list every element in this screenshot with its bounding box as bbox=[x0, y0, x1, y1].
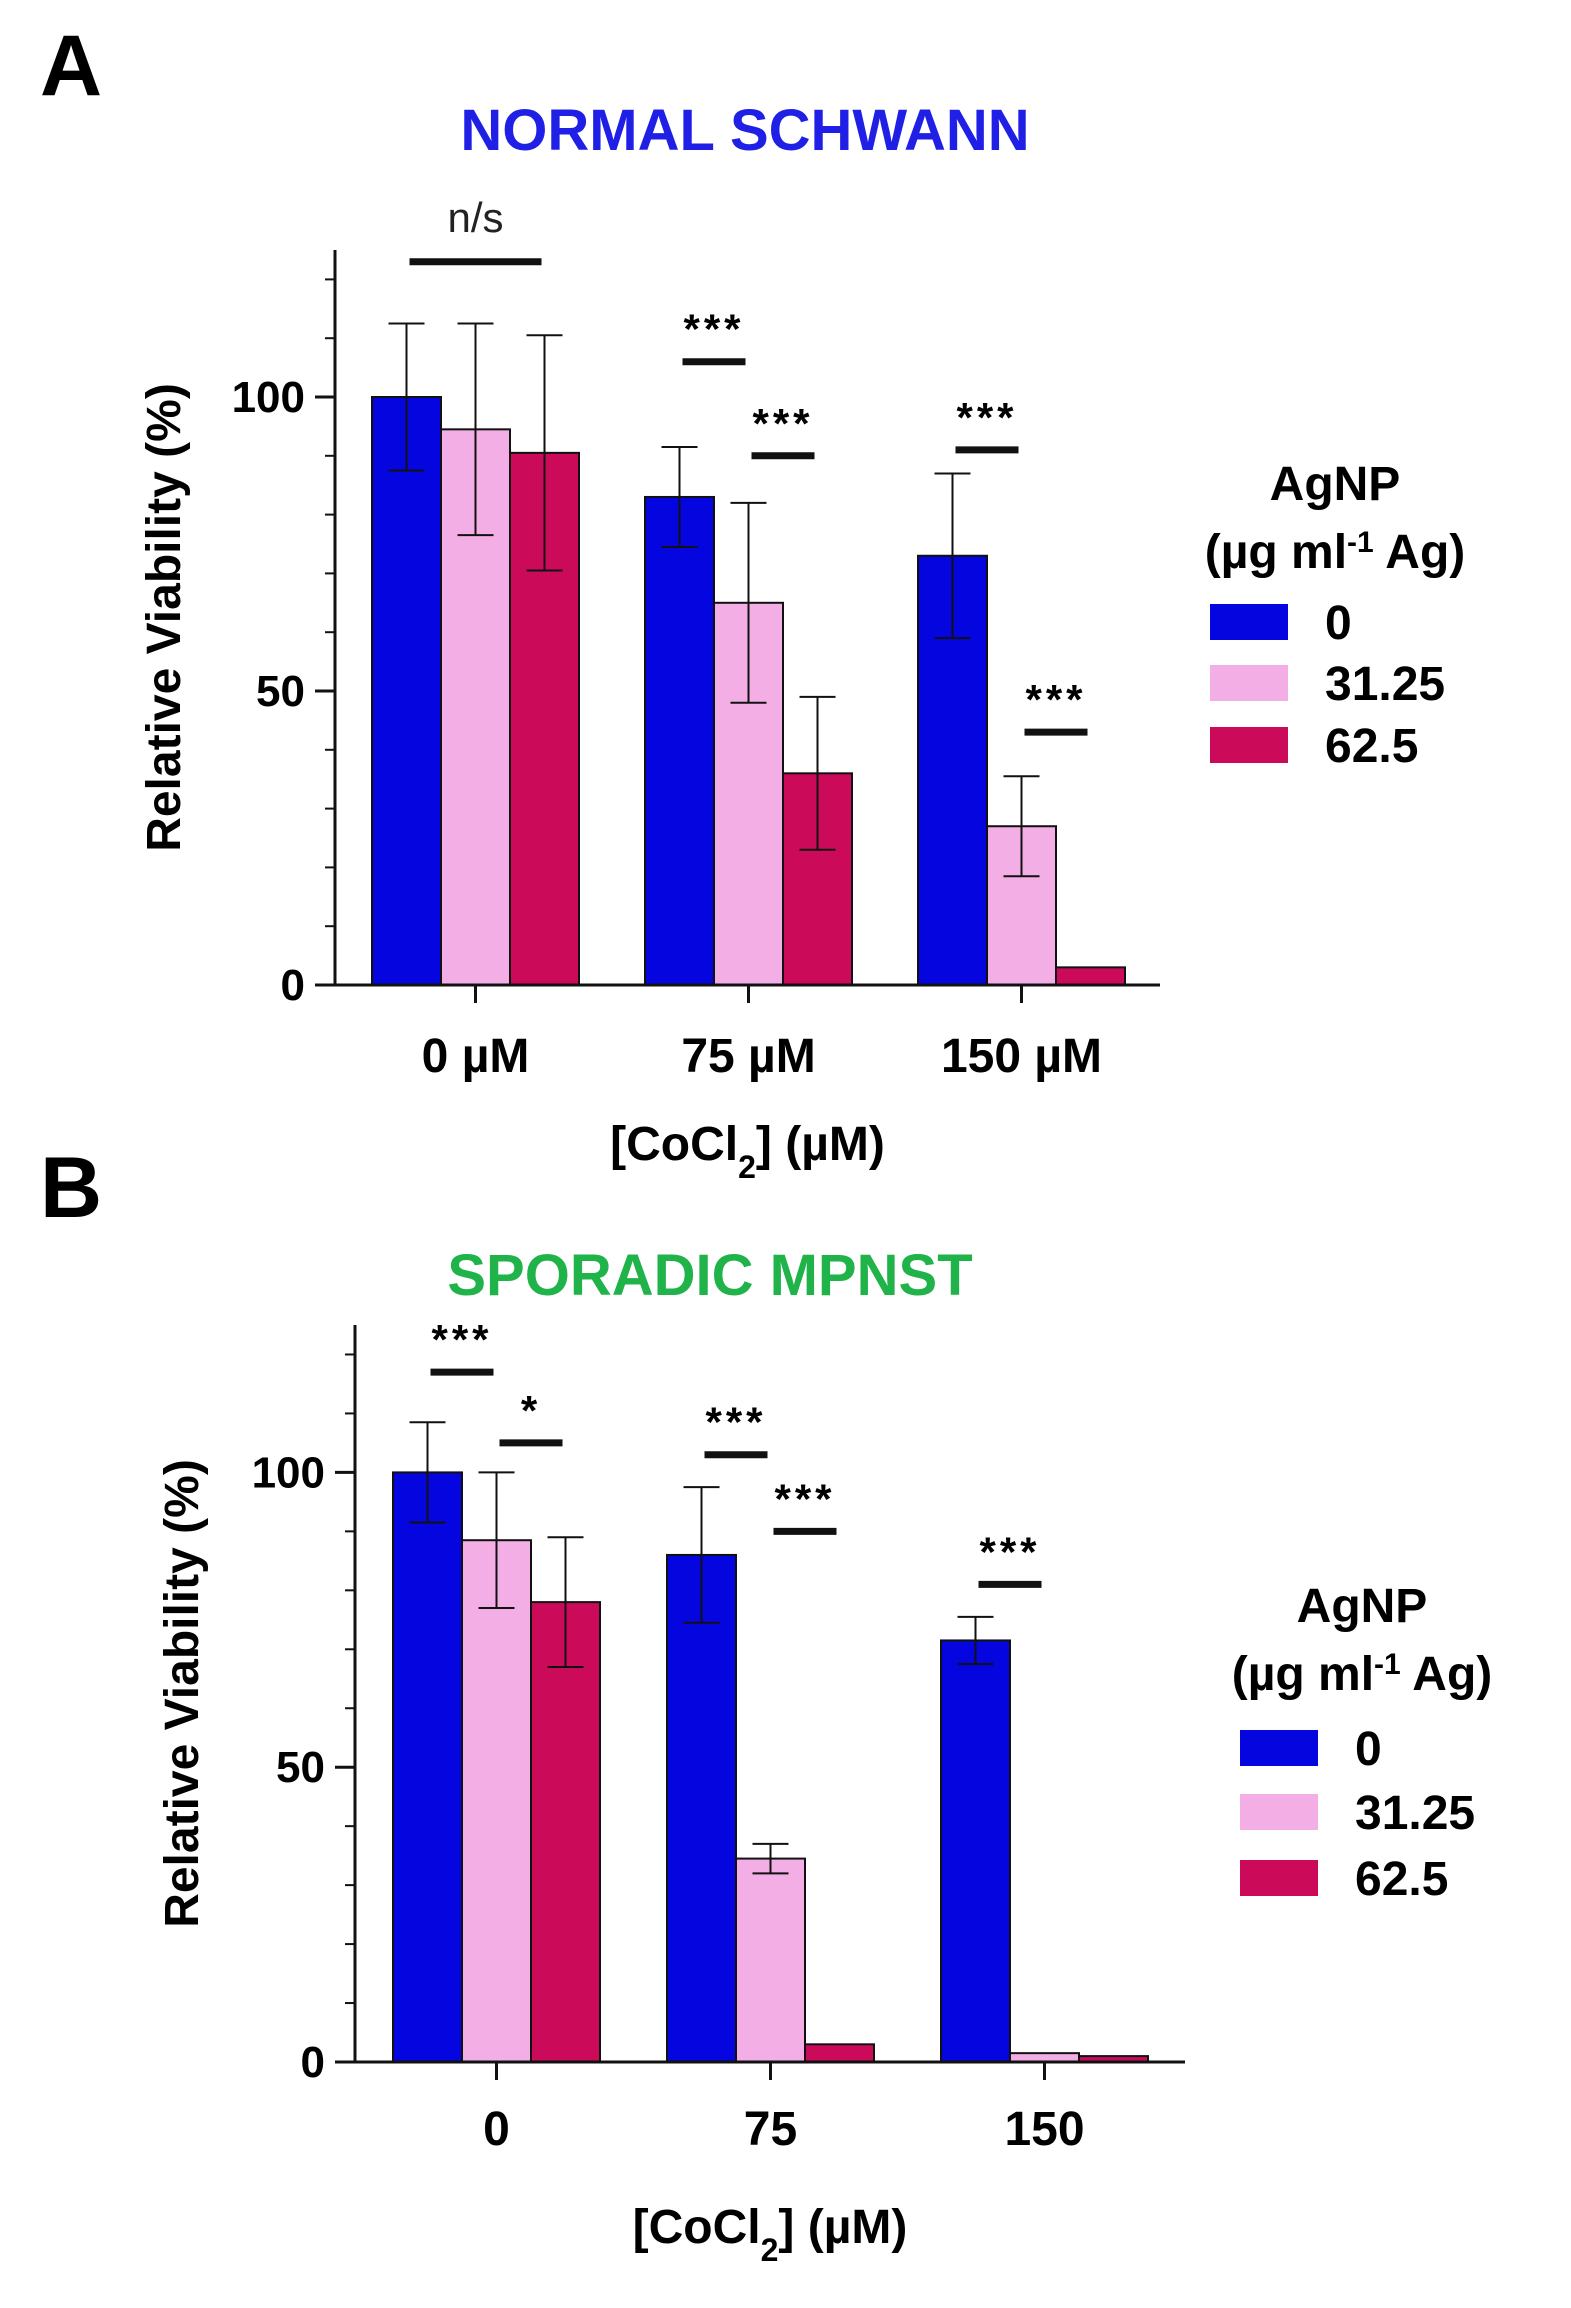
legend-label: 0 bbox=[1355, 1723, 1382, 1776]
y-tick-label: 0 bbox=[301, 2038, 325, 2087]
x-axis-label: [CoCl2] (µM) bbox=[610, 1118, 885, 1185]
significance-label: *** bbox=[956, 394, 1017, 441]
significance-label: *** bbox=[774, 1475, 835, 1522]
significance-label: *** bbox=[979, 1528, 1040, 1575]
bar-62.5-2 bbox=[1055, 966, 1126, 986]
legend-swatch-62.5 bbox=[1210, 727, 1288, 763]
significance-label: *** bbox=[705, 1399, 766, 1446]
legend-subtitle: (µg ml-1 Ag) bbox=[1232, 1648, 1493, 1702]
legend-swatch-0 bbox=[1240, 1730, 1318, 1766]
bar-0-1 bbox=[644, 495, 715, 986]
chart-title: SPORADIC MPNST bbox=[447, 1243, 972, 1308]
x-category-label: 150 µM bbox=[941, 1030, 1102, 1083]
significance-label: *** bbox=[1025, 676, 1086, 723]
bar-62.5-0 bbox=[530, 1601, 601, 2064]
panel-letter: B bbox=[40, 1140, 102, 1236]
legend-subtitle: (µg ml-1 Ag) bbox=[1205, 526, 1466, 580]
legend-swatch-31.25 bbox=[1240, 1794, 1318, 1830]
significance-label: *** bbox=[683, 306, 744, 353]
significance-label: *** bbox=[752, 400, 813, 447]
bar-31.25-1 bbox=[735, 1857, 806, 2064]
legend-label: 62.5 bbox=[1355, 1853, 1448, 1906]
x-category-label: 0 bbox=[483, 2103, 510, 2156]
chart-title: NORMAL SCHWANN bbox=[460, 98, 1029, 163]
bar-0-1 bbox=[666, 1553, 737, 2063]
bar-62.5-1 bbox=[804, 2043, 875, 2064]
bar-0-0 bbox=[392, 1471, 463, 2063]
panel-b: B SPORADIC MPNST 0 50 100 0 75 150 Relative Viab… bbox=[40, 1140, 1492, 2268]
legend-swatch-31.25 bbox=[1210, 665, 1288, 701]
bar-0-0 bbox=[371, 396, 442, 986]
y-axis-label: Relative Viability (%) bbox=[156, 1459, 209, 1928]
significance-label: * bbox=[521, 1387, 541, 1434]
y-tick-label: 0 bbox=[281, 961, 305, 1010]
legend-swatch-0 bbox=[1210, 604, 1288, 640]
legend-label: 62.5 bbox=[1325, 720, 1418, 773]
bar-0-2 bbox=[940, 1639, 1011, 2064]
legend-label: 31.25 bbox=[1355, 1787, 1475, 1840]
y-tick-label: 100 bbox=[232, 373, 305, 422]
bar-31.25-0 bbox=[461, 1539, 532, 2063]
y-tick-label: 50 bbox=[276, 1743, 325, 1792]
y-tick-label: 100 bbox=[252, 1448, 325, 1497]
x-category-label: 0 µM bbox=[422, 1030, 530, 1083]
panel-a: A NORMAL SCHWANN 0 50 100 0 µM 75 µM 150 µM Rela… bbox=[40, 18, 1465, 1185]
legend-label: 0 bbox=[1325, 597, 1352, 650]
legend-swatch-62.5 bbox=[1240, 1860, 1318, 1896]
significance-label: *** bbox=[431, 1316, 492, 1363]
x-category-label: 75 bbox=[744, 2103, 797, 2156]
x-category-label: 150 bbox=[1004, 2103, 1084, 2156]
legend-title: AgNP bbox=[1270, 458, 1401, 511]
x-axis-label: [CoCl2] (µM) bbox=[633, 2201, 908, 2268]
y-tick-label: 50 bbox=[256, 667, 305, 716]
panel-letter: A bbox=[40, 18, 102, 114]
x-category-label: 75 µM bbox=[681, 1030, 815, 1083]
legend-label: 31.25 bbox=[1325, 658, 1445, 711]
y-axis-label: Relative Viability (%) bbox=[138, 383, 191, 852]
legend-title: AgNP bbox=[1297, 1580, 1428, 1633]
significance-label: n/s bbox=[447, 194, 503, 241]
